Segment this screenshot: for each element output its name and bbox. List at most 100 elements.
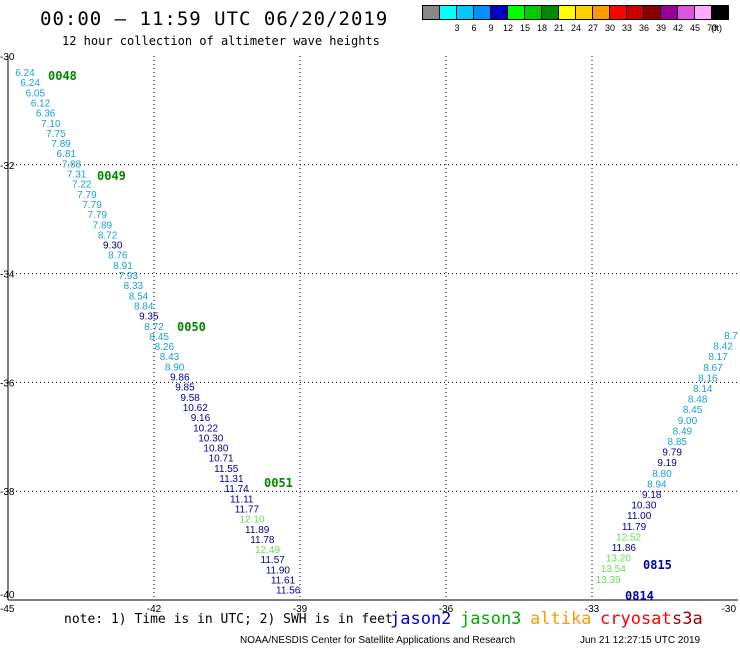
wave-height-value: 11.55 xyxy=(214,464,239,475)
wave-height-value: 9.58 xyxy=(180,393,200,404)
wave-height-value: 6.24 xyxy=(15,68,35,79)
wave-height-value: 9.00 xyxy=(678,416,698,427)
mission-s3a: s3a xyxy=(672,609,703,629)
wave-height-value: 7.79 xyxy=(88,210,108,221)
wave-height-value: 6.81 xyxy=(57,149,77,160)
wave-height-value: 8.54 xyxy=(129,291,149,302)
longitude-tick-label: -30 xyxy=(722,604,737,615)
legend-label: 15 xyxy=(519,23,530,33)
wave-height-value: 11.61 xyxy=(271,576,296,587)
wave-height-value: 11.78 xyxy=(250,535,275,546)
wave-height-value: 8.91 xyxy=(113,261,133,272)
legend-label: 30 xyxy=(604,23,615,33)
wave-height-value: 9.18 xyxy=(642,490,662,501)
legend-label: 36 xyxy=(638,23,649,33)
generated-timestamp: Jun 21 12:27:15 UTC 2019 xyxy=(580,635,701,646)
legend-label: 18 xyxy=(536,23,547,33)
legend-label: 6 xyxy=(471,23,477,33)
wave-height-value: 8.84 xyxy=(134,301,154,312)
latitude-tick-label: -34 xyxy=(0,270,15,281)
latitude-tick-label: -36 xyxy=(0,378,15,389)
wave-height-value: 8.49 xyxy=(673,426,693,437)
wave-height-value: 7.89 xyxy=(51,139,71,150)
wave-height-value: 9.19 xyxy=(657,458,677,469)
wave-height-value: 7.79 xyxy=(77,190,97,201)
wave-height-value: 7.88 xyxy=(62,159,82,170)
wave-height-value: 10.30 xyxy=(631,501,656,512)
wave-height-value: 11.00 xyxy=(627,511,652,522)
wave-height-value: 13.39 xyxy=(596,575,621,586)
wave-height-value: 10.30 xyxy=(198,433,223,444)
wave-height-value: 11.11 xyxy=(230,494,254,505)
wave-height-value: 11.86 xyxy=(612,543,637,554)
wave-height-value: 11.31 xyxy=(219,474,244,485)
wave-height-value: 9.79 xyxy=(662,448,682,459)
mission-jason2: jason2 xyxy=(390,609,452,629)
wave-height-value: 7.89 xyxy=(93,220,113,231)
wave-height-value: 8.45 xyxy=(149,332,169,343)
wave-height-value: 6.36 xyxy=(36,109,56,120)
legend-label: 70 xyxy=(706,23,717,33)
pass-time-label: 0049 xyxy=(97,169,126,183)
wave-height-value: 8.26 xyxy=(155,342,175,353)
wave-height-value: 8.48 xyxy=(688,395,708,406)
wave-height-value: 10.62 xyxy=(183,403,208,414)
wave-height-value: 8.16 xyxy=(698,373,718,384)
wave-height-value: 10.22 xyxy=(193,423,218,434)
wave-height-value: 11.56 xyxy=(276,586,301,597)
legend-label: 3 xyxy=(454,23,460,33)
wave-height-value: 10.71 xyxy=(209,454,234,465)
legend-label: 39 xyxy=(655,23,666,33)
wave-height-value: 7.22 xyxy=(72,180,92,191)
latitude-tick-label: -40 xyxy=(0,590,15,601)
longitude-tick-label: -33 xyxy=(585,604,600,615)
wave-height-value: 8.43 xyxy=(160,352,180,363)
wave-height-value: 8.85 xyxy=(668,437,688,448)
wave-height-value: 11.90 xyxy=(266,565,291,576)
wave-height-value: 8.80 xyxy=(652,469,672,480)
wave-height-value: 12.10 xyxy=(240,515,265,526)
wave-height-value: 11.89 xyxy=(245,525,270,536)
mission-jason3: jason3 xyxy=(460,609,522,629)
wave-height-value: 12.52 xyxy=(616,532,641,543)
wave-height-value: 7.93 xyxy=(118,271,138,282)
wave-height-value: 8.72 xyxy=(144,322,164,333)
wave-height-value: 8.94 xyxy=(647,479,667,490)
wave-height-value: 7.75 xyxy=(46,129,66,140)
pass-time-label: 0050 xyxy=(177,320,206,334)
wave-height-value: 13.20 xyxy=(606,554,631,565)
wave-height-value: 11.57 xyxy=(261,555,286,566)
pass-time-label: 0048 xyxy=(48,69,77,83)
wave-height-value: 8.76 xyxy=(108,251,128,262)
wave-height-value: 11.74 xyxy=(224,484,249,495)
wave-height-value: 8.33 xyxy=(124,281,144,292)
legend-label: 12 xyxy=(502,23,513,33)
wave-height-value: 8.14 xyxy=(693,384,713,395)
wave-height-value: 6.24 xyxy=(20,78,40,89)
legend-label: 21 xyxy=(553,23,564,33)
legend-label: 45 xyxy=(689,23,700,33)
pass-time-label: 0815 xyxy=(643,558,672,572)
wave-height-value: 9.30 xyxy=(103,241,123,252)
longitude-tick-label: -45 xyxy=(0,604,15,615)
wave-height-value: 11.79 xyxy=(622,522,647,533)
mission-altika: altika xyxy=(530,609,592,629)
credit-text: NOAA/NESDIS Center for Satellite Applica… xyxy=(240,635,516,646)
wave-height-value: 8.42 xyxy=(713,342,733,353)
wave-height-value: 10.80 xyxy=(203,444,228,455)
wave-height-value: 7.10 xyxy=(41,119,61,130)
wave-height-value: 9.16 xyxy=(191,413,211,424)
wave-height-value: 9.85 xyxy=(175,383,195,394)
wave-height-value: 9.86 xyxy=(170,373,190,384)
wave-height-value: 8.7 xyxy=(724,331,738,342)
latitude-tick-label: -32 xyxy=(0,161,15,172)
wave-height-value: 9.35 xyxy=(139,312,159,323)
mission-cryosat: cryosat xyxy=(600,609,672,629)
wave-height-value: 6.05 xyxy=(26,88,46,99)
longitude-tick-label: -36 xyxy=(439,604,454,615)
wave-height-value: 11.77 xyxy=(235,504,260,515)
wave-height-value: 12.49 xyxy=(255,545,280,556)
wave-height-value: 8.45 xyxy=(683,405,703,416)
longitude-tick-label: -39 xyxy=(293,604,308,615)
